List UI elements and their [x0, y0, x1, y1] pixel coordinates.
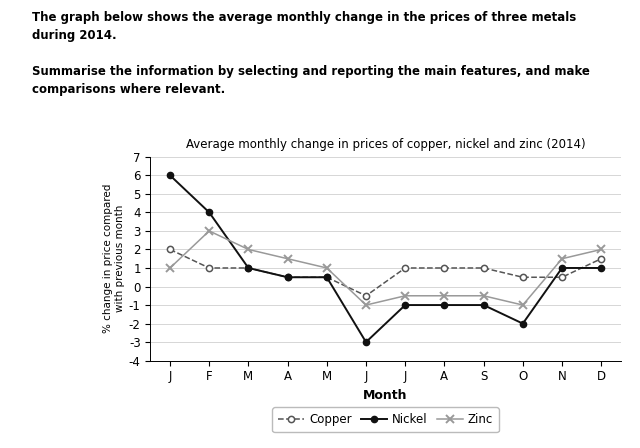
Copper — [323, 275, 331, 280]
Nickel — [166, 172, 174, 178]
Nickel — [558, 265, 566, 271]
Zinc — [205, 228, 213, 233]
Line: Nickel: Nickel — [167, 172, 604, 345]
Nickel — [323, 275, 331, 280]
Zinc — [401, 293, 409, 298]
Nickel — [284, 275, 291, 280]
Copper — [362, 293, 370, 298]
Zinc — [323, 265, 331, 271]
Zinc — [244, 247, 252, 252]
Zinc — [284, 256, 291, 261]
Text: The graph below shows the average monthly change in the prices of three metals
d: The graph below shows the average monthl… — [32, 11, 576, 42]
Zinc — [166, 265, 174, 271]
Copper — [558, 275, 566, 280]
Nickel — [480, 302, 488, 308]
Nickel — [401, 302, 409, 308]
Y-axis label: % change in price compared
with previous month: % change in price compared with previous… — [103, 184, 125, 333]
Copper — [480, 265, 488, 271]
Zinc — [480, 293, 488, 298]
Zinc — [362, 302, 370, 308]
Nickel — [519, 321, 527, 326]
Copper — [284, 275, 291, 280]
Zinc — [440, 293, 448, 298]
Zinc — [519, 302, 527, 308]
Nickel — [362, 340, 370, 345]
X-axis label: Month: Month — [364, 389, 408, 402]
Copper — [166, 247, 174, 252]
Legend: Copper, Nickel, Zinc: Copper, Nickel, Zinc — [273, 407, 499, 432]
Line: Copper: Copper — [167, 246, 604, 299]
Nickel — [244, 265, 252, 271]
Text: Summarise the information by selecting and reporting the main features, and make: Summarise the information by selecting a… — [32, 65, 590, 96]
Title: Average monthly change in prices of copper, nickel and zinc (2014): Average monthly change in prices of copp… — [186, 138, 586, 151]
Copper — [440, 265, 448, 271]
Nickel — [597, 265, 605, 271]
Nickel — [205, 210, 213, 215]
Copper — [519, 275, 527, 280]
Copper — [205, 265, 213, 271]
Copper — [244, 265, 252, 271]
Nickel — [440, 302, 448, 308]
Line: Zinc: Zinc — [166, 227, 605, 309]
Zinc — [558, 256, 566, 261]
Copper — [401, 265, 409, 271]
Zinc — [597, 247, 605, 252]
Copper — [597, 256, 605, 261]
